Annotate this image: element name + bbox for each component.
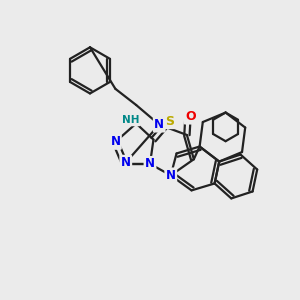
Text: N: N <box>121 156 131 169</box>
Text: N: N <box>166 169 176 182</box>
Text: S: S <box>165 115 174 128</box>
Text: O: O <box>185 110 196 123</box>
Text: N: N <box>110 135 120 148</box>
Text: N: N <box>154 118 164 131</box>
Text: N: N <box>145 157 155 170</box>
Text: NH: NH <box>122 115 139 125</box>
